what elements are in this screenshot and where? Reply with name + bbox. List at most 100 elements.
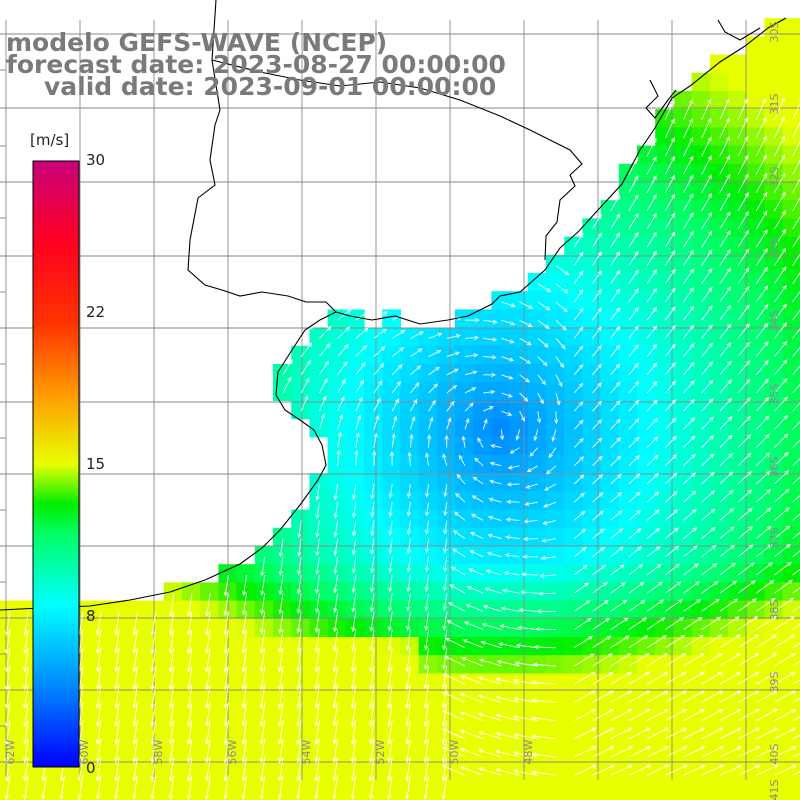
wind-arrow	[372, 450, 377, 466]
field-cell	[400, 364, 420, 383]
wind-arrow	[296, 629, 302, 653]
wind-arrow	[573, 727, 597, 740]
wind-arrow	[296, 647, 302, 673]
field-cell	[309, 527, 329, 547]
field-cell	[345, 709, 365, 729]
wind-arrow	[792, 234, 800, 248]
field-cell	[345, 473, 365, 492]
field-cell	[345, 728, 365, 747]
wind-arrow	[477, 694, 502, 703]
field-cell	[145, 764, 165, 784]
wind-arrow	[737, 267, 750, 285]
wind-arrow	[406, 483, 411, 499]
field-cell	[709, 600, 729, 620]
wind-arrow	[737, 210, 749, 230]
wind-arrow	[77, 756, 84, 782]
field-cell	[546, 327, 565, 347]
field-cell	[127, 691, 147, 711]
wind-arrow	[501, 588, 520, 594]
field-cell	[782, 54, 800, 74]
wind-arrow	[518, 607, 538, 613]
field-cell	[655, 109, 674, 128]
field-cell	[91, 782, 110, 800]
longitude-label: 58W	[152, 739, 165, 764]
wind-arrow	[774, 709, 797, 721]
wind-arrow	[610, 690, 633, 703]
wind-arrow	[391, 398, 399, 412]
field-cell	[254, 637, 274, 656]
wind-arrow	[755, 709, 779, 721]
wind-arrow	[506, 482, 520, 487]
wind-arrow	[719, 580, 738, 594]
latitude-label: 38S	[768, 599, 781, 620]
field-cell	[709, 673, 729, 693]
field-cell	[18, 673, 37, 693]
field-cell	[764, 418, 784, 438]
wind-arrow	[792, 346, 800, 357]
field-cell	[473, 473, 492, 492]
field-cell	[236, 709, 256, 729]
field-cell	[309, 691, 329, 711]
wind-arrow	[526, 465, 539, 472]
field-cell	[564, 527, 583, 547]
wind-arrow	[774, 414, 789, 430]
wind-arrow	[445, 637, 466, 649]
field-cell	[163, 582, 183, 602]
field-cell	[491, 564, 511, 583]
wind-arrow	[773, 116, 785, 139]
field-cell	[655, 163, 674, 183]
wind-arrow	[537, 392, 544, 405]
wind-arrow	[555, 265, 570, 276]
wind-arrow	[573, 437, 584, 448]
wind-arrow	[369, 593, 375, 613]
wind-arrow	[719, 248, 731, 266]
wind-arrow	[573, 251, 584, 266]
wind-arrow	[114, 647, 120, 673]
field-cell	[709, 91, 729, 110]
field-cell	[728, 673, 747, 693]
wind-arrow	[442, 593, 448, 612]
field-cell	[491, 345, 511, 365]
field-cell	[637, 600, 656, 620]
wind-arrow	[223, 574, 229, 597]
field-cell	[455, 709, 474, 729]
wind-arrow	[592, 764, 615, 776]
wind-arrow	[737, 323, 750, 339]
wind-arrow	[95, 611, 102, 636]
wind-arrow	[466, 585, 484, 594]
field-cell	[546, 746, 565, 765]
field-cell	[436, 327, 456, 347]
wind-arrow	[592, 474, 604, 485]
wind-arrow	[737, 192, 749, 212]
wind-arrow	[489, 461, 502, 467]
wind-arrow	[792, 137, 800, 157]
field-cell	[746, 709, 765, 729]
field-cell	[600, 254, 620, 274]
field-cell	[527, 527, 547, 547]
wind-arrow	[544, 483, 557, 491]
wind-arrow	[628, 581, 645, 594]
field-cell	[109, 709, 128, 729]
wind-arrow	[318, 413, 326, 430]
wind-arrow	[495, 713, 520, 722]
wind-arrow	[350, 647, 357, 673]
field-cell	[309, 655, 329, 674]
wind-arrow	[314, 684, 320, 709]
coastline-path	[717, 19, 761, 41]
field-cell	[746, 236, 765, 256]
field-cell	[691, 418, 711, 438]
field-cell	[691, 400, 711, 420]
colorbar-tick: 22	[86, 303, 106, 321]
field-cell	[546, 436, 565, 456]
field-cell	[691, 382, 711, 401]
wind-arrow	[719, 434, 733, 448]
field-cell	[163, 746, 183, 765]
field-cell	[473, 400, 492, 420]
wind-arrow	[513, 733, 538, 740]
wind-arrow	[447, 602, 466, 612]
field-cell	[455, 564, 474, 583]
field-cell	[309, 564, 329, 583]
wind-arrow	[368, 756, 375, 782]
field-cell	[509, 382, 529, 401]
wind-arrow	[610, 599, 628, 612]
